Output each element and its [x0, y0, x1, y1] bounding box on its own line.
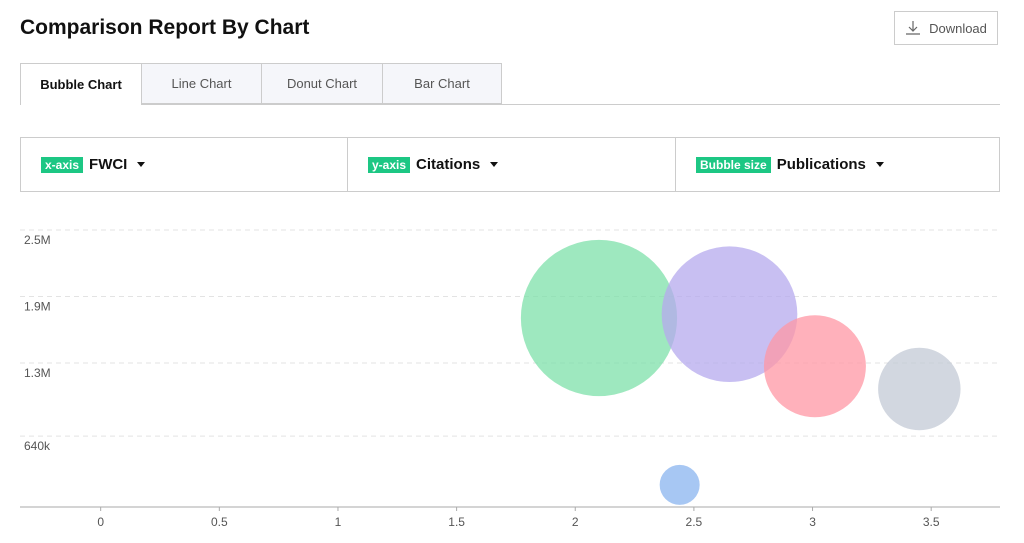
selector[interactable]: y-axis Citations — [347, 138, 675, 191]
selector-value: Citations — [416, 156, 481, 173]
bubble — [763, 315, 866, 418]
selector-value: FWCI — [89, 156, 128, 173]
bubble — [878, 347, 961, 431]
page-title: Comparison Report By Chart — [20, 16, 310, 39]
tab[interactable]: Line Chart — [141, 63, 262, 104]
y-tick-label: 1.3M — [24, 366, 51, 380]
x-tick-label: 0 — [97, 515, 104, 529]
caret — [137, 162, 146, 167]
download-icon — [906, 21, 921, 35]
x-tick-label: 1.5 — [448, 515, 465, 529]
tab[interactable]: Donut Chart — [261, 63, 383, 104]
x-tick-label: 2.5 — [686, 515, 703, 529]
axis-selectors: x-axis FWCI y-axis Citations Bubble size Pu… — [20, 137, 1000, 192]
y-tick-label: 1.9M — [24, 299, 51, 313]
y-tick-label: 2.5M — [24, 233, 51, 247]
selector-tag: Bubble size — [696, 156, 771, 173]
bubble — [520, 239, 678, 397]
y-tick-label: 640k — [24, 439, 51, 453]
caret — [490, 162, 499, 167]
selector-tag: y-axis — [368, 156, 411, 173]
caret — [875, 162, 884, 167]
x-tick-label: 1 — [335, 515, 342, 529]
bubble — [659, 464, 700, 505]
x-tick-label: 3 — [809, 515, 816, 529]
download-label: Download — [929, 20, 987, 36]
selector-value: Publications — [776, 156, 866, 173]
selector-tag: x-axis — [41, 156, 84, 173]
x-tick-label: 3.5 — [923, 515, 940, 529]
selector[interactable]: x-axis FWCI — [21, 138, 347, 191]
x-tick-label: 2 — [572, 515, 579, 529]
tab-bar: Bubble Chart Line Chart Donut Chart Bar … — [20, 63, 1000, 105]
tab[interactable]: Bubble Chart — [20, 63, 142, 105]
selector[interactable]: Bubble size Publications — [675, 138, 999, 191]
tab[interactable]: Bar Chart — [382, 63, 502, 104]
x-tick-label: 0.5 — [211, 515, 228, 529]
bubble — [661, 246, 798, 383]
download-button[interactable]: Download — [894, 11, 998, 45]
